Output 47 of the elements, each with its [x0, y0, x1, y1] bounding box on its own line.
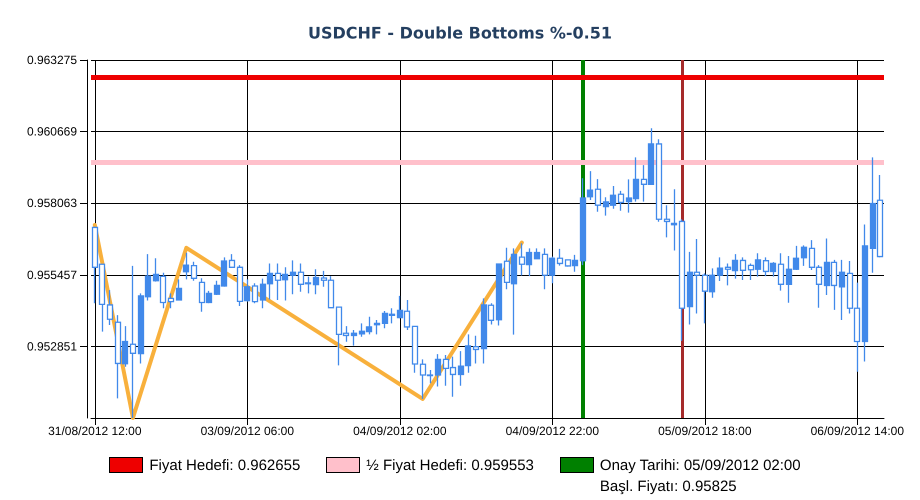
candlestick	[664, 204, 670, 238]
x-tick-label: 05/09/2012 18:00	[658, 424, 752, 438]
candlestick	[350, 329, 358, 346]
candlestick	[434, 353, 442, 388]
candlestick	[586, 170, 594, 201]
candlestick	[176, 278, 182, 302]
y-tick-label: 0.952851	[26, 339, 78, 354]
candlestick	[496, 262, 502, 326]
candlestick	[656, 138, 662, 222]
x-tick-label: 04/09/2012 22:00	[506, 424, 600, 438]
candlestick	[190, 261, 198, 282]
x-tick-label: 03/09/2012 06:00	[200, 424, 294, 438]
x-tick-label: 04/09/2012 02:00	[353, 424, 447, 438]
candlestick	[594, 178, 602, 212]
text: Başl. Fiyatı: 0.95825	[600, 477, 738, 497]
y-tick-label: 0.963275	[26, 53, 78, 67]
candlestick	[778, 252, 784, 292]
candlestick	[130, 265, 136, 419]
text: Onay Tarihi: 05/09/2012 02:00	[600, 456, 801, 476]
candlestick	[740, 256, 746, 281]
y-tick-label: 0.960669	[26, 124, 78, 139]
legend-label: ½ Fiyat Hedefi: 0.959553	[366, 456, 534, 476]
chart-title: USDCHF - Double Bottoms %-0.51	[308, 24, 612, 42]
y-tick-label: 0.955457	[26, 268, 78, 282]
candlestick	[168, 292, 174, 309]
candlestick	[106, 289, 114, 326]
candlestick	[838, 259, 846, 321]
candlestick	[412, 325, 418, 374]
candlestick	[580, 178, 586, 266]
candlestick	[670, 188, 678, 252]
candlestick	[228, 253, 236, 268]
candlestick	[618, 190, 624, 212]
candlestick	[534, 248, 540, 260]
candlestick	[252, 282, 258, 304]
candlestick	[800, 244, 808, 267]
legend-label: Fiyat Hedefi: 0.962655	[149, 456, 300, 476]
candlestick	[374, 319, 380, 335]
candlestick	[182, 252, 190, 280]
candlestick	[862, 224, 868, 362]
candlestick	[716, 256, 724, 282]
candlestick	[472, 335, 480, 364]
candlestick	[556, 248, 564, 266]
candlestick	[312, 268, 320, 295]
y-tick-label: 0.958063	[26, 196, 78, 210]
x-tick-label: 06/09/2012 14:00	[810, 424, 904, 438]
candlestick	[290, 260, 296, 295]
x-tick-label: 31/08/2012 12:00	[48, 424, 142, 438]
